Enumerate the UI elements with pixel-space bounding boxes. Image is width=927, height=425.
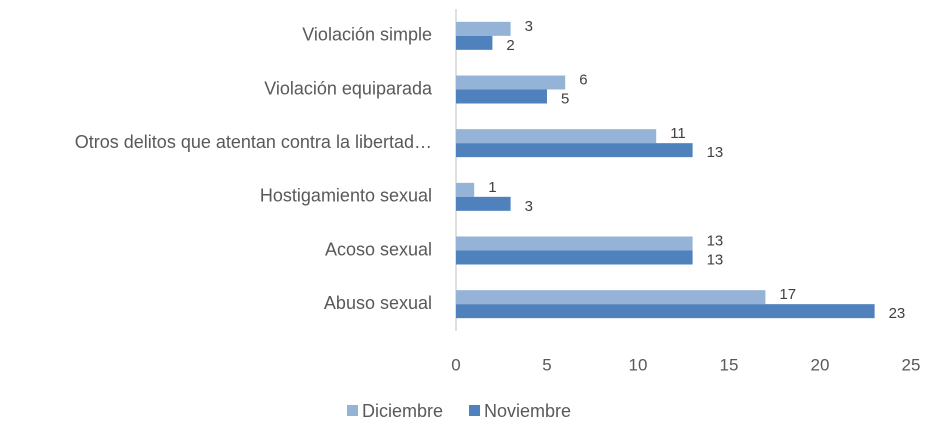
value-label: 3: [525, 198, 533, 215]
bar: [456, 196, 511, 211]
bar: [456, 89, 547, 104]
bar: [456, 129, 657, 144]
bar: [456, 182, 475, 197]
legend-label: Noviembre: [484, 401, 571, 421]
value-label: 6: [579, 71, 587, 88]
y-tick-label: Acoso sexual: [325, 239, 432, 259]
y-tick-label: Violación equiparada: [264, 78, 433, 98]
value-label: 17: [779, 286, 796, 303]
bar: [456, 35, 493, 50]
legend-swatch: [347, 405, 358, 416]
x-tick-label: 20: [811, 355, 830, 374]
value-label: 5: [561, 90, 569, 107]
x-tick-label: 0: [451, 355, 460, 374]
y-tick-label: Abuso sexual: [324, 293, 432, 313]
bar: [456, 21, 511, 36]
value-label: 11: [670, 125, 686, 142]
bar: [456, 250, 693, 265]
x-tick-label: 25: [902, 355, 921, 374]
value-label: 3: [525, 18, 533, 35]
legend-label: Diciembre: [362, 401, 443, 421]
y-tick-label: Violación simple: [302, 25, 432, 45]
x-tick-label: 5: [542, 355, 551, 374]
bar: [456, 236, 693, 251]
x-tick-label: 15: [720, 355, 739, 374]
bar: [456, 75, 566, 90]
y-tick-label: Otros delitos que atentan contra la libe…: [75, 132, 432, 152]
bar: [456, 143, 693, 158]
value-label: 13: [707, 232, 724, 249]
legend-swatch: [469, 405, 481, 416]
bar: [456, 290, 766, 305]
value-label: 13: [707, 251, 724, 268]
value-label: 23: [889, 305, 906, 322]
value-label: 13: [707, 144, 724, 161]
value-label: 2: [506, 37, 514, 54]
y-tick-label: Hostigamiento sexual: [260, 186, 432, 206]
value-label: 1: [488, 179, 496, 196]
bar: [456, 304, 875, 319]
x-tick-label: 10: [629, 355, 648, 374]
